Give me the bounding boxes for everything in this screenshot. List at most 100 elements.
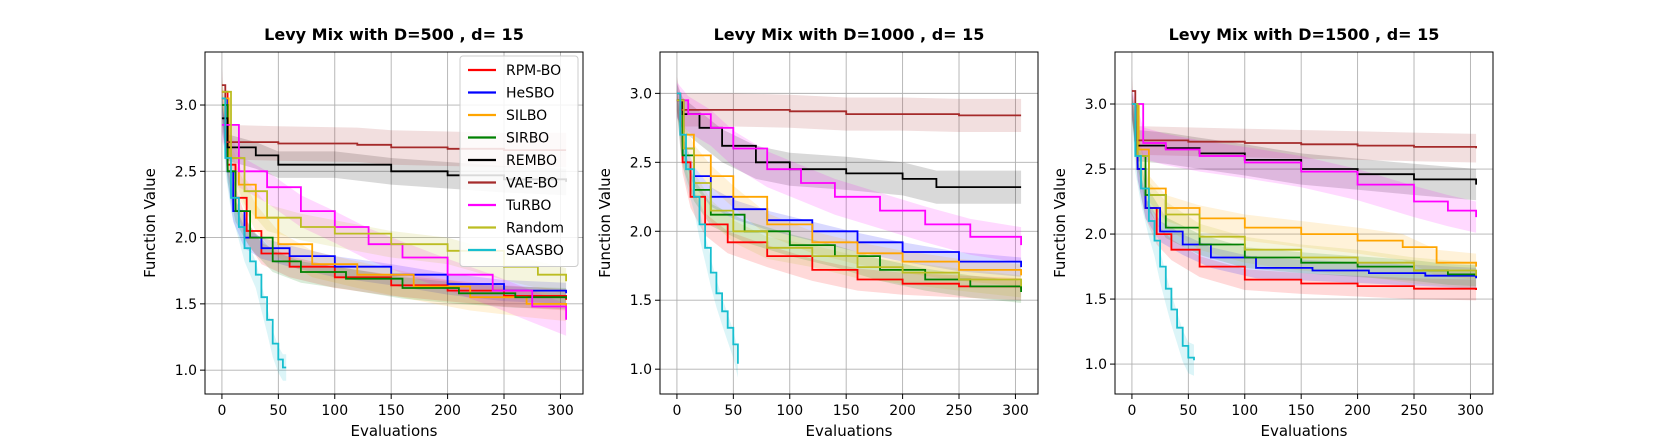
x-tick-label: 300 [547, 403, 574, 419]
series-line-turbo [676, 99, 1022, 246]
series-line-saasbo [1131, 103, 1195, 361]
series-line-hesbo [221, 97, 567, 294]
axes-frame [659, 51, 1039, 395]
band-sirbo [676, 89, 1022, 303]
band-turbo [676, 82, 1022, 263]
x-tick-label: 250 [946, 403, 973, 419]
y-tick-label: 2.0 [175, 231, 197, 247]
legend-box [459, 55, 579, 267]
series-line-sirbo [221, 104, 567, 299]
y-tick-label: 2.5 [175, 164, 197, 180]
y-tick-label: 2.5 [630, 155, 652, 171]
plot-area [1131, 76, 1477, 376]
x-tick-label: 150 [833, 403, 860, 419]
x-tick-label: 0 [672, 403, 681, 419]
band-hesbo [221, 87, 567, 304]
band-sirbo [1131, 93, 1477, 287]
legend-label-hesbo: HeSBO [506, 86, 554, 102]
legend: RPM-BO HeSBO SILBO SIRBO REMBO VAE-BO TuRBO Ran… [459, 55, 579, 267]
legend-label-silbo: SILBO [506, 108, 547, 124]
y-tick-label: 3.0 [1085, 97, 1107, 113]
chart-title: Levy Mix with D=1500 , d= 15 [1169, 25, 1440, 44]
y-tick-label: 3.0 [175, 98, 197, 114]
band-turbo [1131, 88, 1477, 233]
series-line-saasbo [676, 92, 739, 364]
band-random [1131, 91, 1477, 289]
series-line-random [1131, 103, 1477, 276]
x-axis-label: Evaluations [806, 422, 893, 440]
plot-area [676, 76, 1022, 378]
x-tick-label: 50 [724, 403, 742, 419]
y-tick-label: 2.0 [1085, 227, 1107, 243]
series-line-rpm-bo [676, 99, 1022, 290]
series-line-saasbo [221, 97, 287, 369]
series-line-vae-bo [1131, 90, 1477, 149]
chart-title: Levy Mix with D=500 , d= 15 [264, 25, 524, 44]
legend-label-sirbo: SIRBO [506, 131, 549, 147]
y-tick-label: 1.0 [175, 363, 197, 379]
y-axis-label: Function Value [141, 168, 159, 278]
chart-panel-2: 0 50 100 150 200 250 300 1.0 1.5 2.0 2.5 3.0 Levy Mi… [596, 25, 1039, 440]
x-tick-label: 50 [1179, 403, 1197, 419]
y-axis-label: Function Value [596, 168, 614, 278]
band-silbo [676, 89, 1022, 287]
x-tick-label: 50 [269, 403, 287, 419]
legend-label-rpm-bo: RPM-BO [506, 63, 561, 79]
band-vae-bo [676, 76, 1022, 132]
series-line-silbo [676, 99, 1022, 276]
series-line-random [676, 99, 1022, 287]
legend-label-random: Random [506, 221, 564, 237]
band-saasbo [221, 85, 287, 381]
x-axis-label: Evaluations [1261, 422, 1348, 440]
axes-frame [1114, 51, 1494, 395]
y-tick-label: 1.5 [175, 297, 197, 313]
band-silbo [1131, 91, 1477, 280]
band-turbo [221, 109, 567, 336]
x-tick-label: 0 [217, 403, 226, 419]
band-random [221, 78, 567, 295]
series-line-turbo [1131, 103, 1477, 218]
legend-label-vae-bo: VAE-BO [506, 176, 558, 192]
y-tick-label: 1.5 [1085, 292, 1107, 308]
band-rpm-bo [221, 81, 567, 311]
x-tick-label: 150 [378, 403, 405, 419]
legend-label-saasbo: SAASBO [506, 243, 564, 259]
chart-panel-3: 0 50 100 150 200 250 300 1.0 1.5 2.0 2.5 3.0 Levy Mi… [1051, 25, 1494, 440]
band-hesbo [676, 90, 1022, 277]
y-tick-label: 3.0 [630, 86, 652, 102]
band-silbo [221, 85, 567, 322]
legend-label-rembo: REMBO [506, 153, 557, 169]
y-tick-label: 2.5 [1085, 162, 1107, 178]
chart-panel-1: 0 50 100 150 200 250 300 1.0 1.5 2.0 2.5 3.0 Levy Mi… [141, 25, 584, 440]
band-hesbo [1131, 93, 1477, 289]
x-tick-label: 200 [434, 403, 461, 419]
x-tick-label: 100 [321, 403, 348, 419]
y-tick-label: 2.0 [630, 224, 652, 240]
y-tick-label: 1.0 [630, 362, 652, 378]
legend-label-turbo: TuRBO [505, 198, 551, 214]
band-rpm-bo [676, 89, 1022, 301]
x-tick-label: 200 [889, 403, 916, 419]
chart-title: Levy Mix with D=1000 , d= 15 [714, 25, 985, 44]
band-rembo [1131, 88, 1477, 201]
x-tick-label: 250 [491, 403, 518, 419]
x-tick-label: 150 [1288, 403, 1315, 419]
band-random [676, 89, 1022, 298]
x-tick-label: 0 [1127, 403, 1136, 419]
x-tick-label: 200 [1344, 403, 1371, 419]
y-tick-label: 1.0 [1085, 357, 1107, 373]
y-tick-label: 1.5 [630, 293, 652, 309]
band-sirbo [221, 94, 567, 310]
x-axis-label: Evaluations [351, 422, 438, 440]
band-rembo [676, 83, 1022, 204]
axes-frame [204, 51, 584, 395]
x-tick-label: 100 [1231, 403, 1258, 419]
y-axis-label: Function Value [1051, 168, 1069, 278]
x-tick-label: 100 [776, 403, 803, 419]
x-tick-label: 300 [1457, 403, 1484, 419]
band-rpm-bo [1131, 93, 1477, 301]
series-line-turbo [221, 124, 567, 320]
x-tick-label: 300 [1002, 403, 1029, 419]
x-tick-label: 250 [1401, 403, 1428, 419]
